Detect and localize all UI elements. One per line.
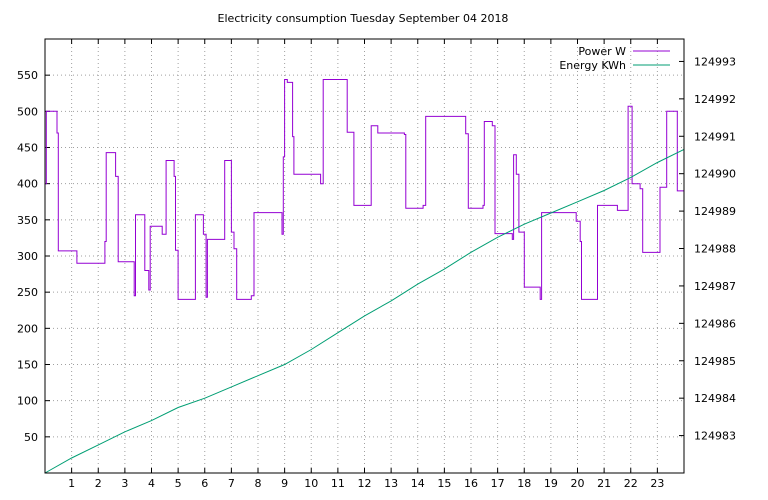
y-left-tick-label: 550 — [17, 69, 38, 82]
x-tick-label: 7 — [228, 477, 235, 490]
y-right-tick-label: 124985 — [694, 355, 736, 368]
y-left-tick-label: 100 — [17, 395, 38, 408]
x-tick-label: 22 — [624, 477, 638, 490]
x-tick-label: 3 — [121, 477, 128, 490]
grid — [45, 39, 684, 473]
plot-area-border — [44, 38, 685, 474]
x-tick-label: 19 — [544, 477, 558, 490]
legend-label-power: Power W — [578, 45, 626, 58]
series-line-energy — [44, 148, 685, 474]
y-left-tick-label: 300 — [17, 250, 38, 263]
y-left-tick-labels: 50 100 150 200 250 300 350 400 450 500 550 — [17, 69, 38, 444]
x-tick-label: 21 — [597, 477, 611, 490]
y-right-tick-label: 124991 — [694, 130, 736, 143]
x-tick-label: 11 — [331, 477, 345, 490]
x-tick-label: 15 — [437, 477, 451, 490]
y-left-tick-label: 500 — [17, 105, 38, 118]
x-tick-label: 4 — [148, 477, 155, 490]
y-right-tick-label: 124987 — [694, 280, 736, 293]
y-right-tick-label: 124993 — [694, 55, 736, 68]
y-left-tick-label: 150 — [17, 359, 38, 372]
x-tick-label: 14 — [411, 477, 425, 490]
y-right-tick-labels: 124983 124984 124985 124986 124987 124988 1249… — [694, 55, 736, 442]
y-left-tick-label: 400 — [17, 178, 38, 191]
y-right-tick-label: 124983 — [694, 430, 736, 443]
y-right-tick-label: 124986 — [694, 317, 736, 330]
legend-label-energy: Energy KWh — [559, 59, 626, 72]
chart-title: Electricity consumption Tuesday Septembe… — [218, 12, 509, 25]
x-tick-label: 18 — [517, 477, 531, 490]
x-tick-label: 6 — [201, 477, 208, 490]
y-left-tick-label: 450 — [17, 142, 38, 155]
x-tick-label: 2 — [95, 477, 102, 490]
y-right-tick-label: 124984 — [694, 392, 736, 405]
series-line-power — [45, 79, 684, 300]
x-tick-label: 20 — [571, 477, 585, 490]
x-tick-label: 5 — [175, 477, 182, 490]
x-tick-label: 1 — [68, 477, 75, 490]
x-tick-label: 16 — [464, 477, 478, 490]
x-tick-label: 8 — [255, 477, 262, 490]
x-tick-labels: 1 2 3 4 5 6 7 8 9 10 11 12 13 14 15 16 17 18 19 20 21 22 23 — [68, 477, 664, 490]
y-left-tick-label: 250 — [17, 286, 38, 299]
legend: Power W Energy KWh — [559, 45, 670, 72]
y-left-tick-label: 200 — [17, 322, 38, 335]
y-left-tick-label: 50 — [24, 431, 38, 444]
y-right-tick-label: 124992 — [694, 93, 736, 106]
x-tick-label: 17 — [491, 477, 505, 490]
series-lines — [44, 79, 685, 474]
x-tick-label: 10 — [304, 477, 318, 490]
y-right-tick-label: 124988 — [694, 243, 736, 256]
y-right-tick-label: 124990 — [694, 168, 736, 181]
x-tick-label: 23 — [650, 477, 664, 490]
x-tick-label: 9 — [281, 477, 288, 490]
x-tick-label: 12 — [358, 477, 372, 490]
x-tick-label: 13 — [384, 477, 398, 490]
y-left-tick-label: 350 — [17, 214, 38, 227]
y-right-tick-label: 124989 — [694, 205, 736, 218]
